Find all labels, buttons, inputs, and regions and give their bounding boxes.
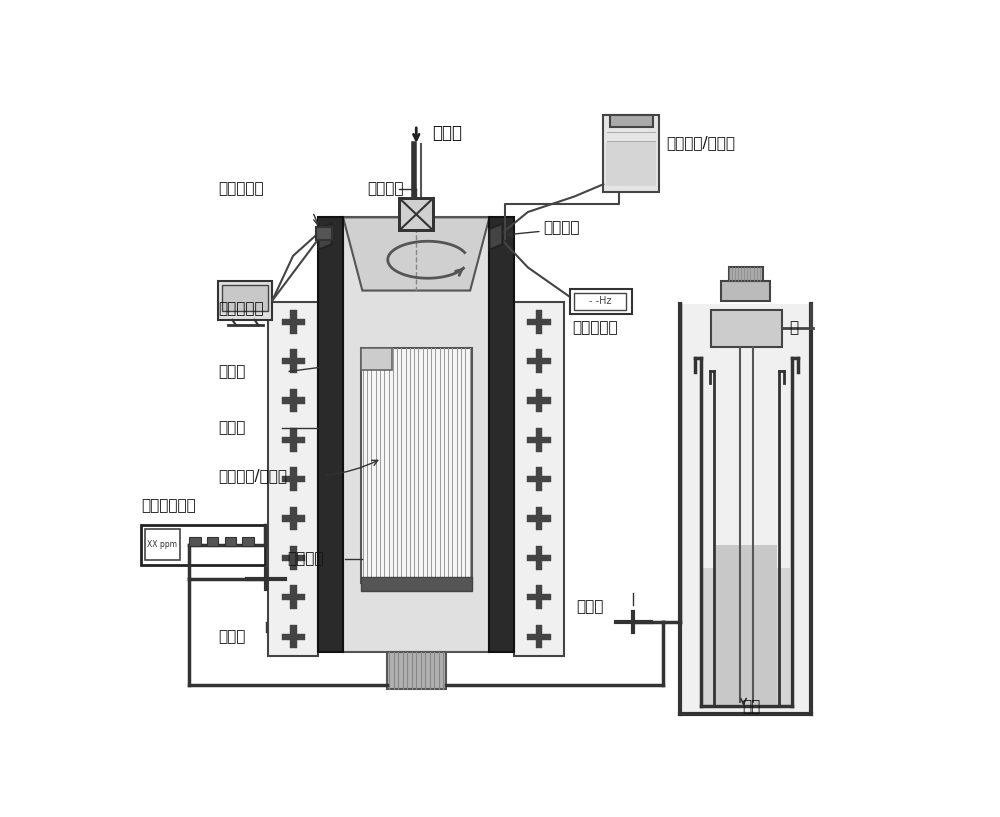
Bar <box>536 310 542 333</box>
Bar <box>282 555 305 561</box>
Bar <box>225 537 236 547</box>
Bar <box>282 476 305 482</box>
Bar <box>703 568 790 707</box>
Bar <box>610 115 653 127</box>
Bar <box>536 428 542 452</box>
Bar <box>387 653 446 689</box>
Bar <box>536 625 542 649</box>
Text: 液氮: 液氮 <box>742 699 760 714</box>
Text: 红外测温: 红外测温 <box>288 551 324 566</box>
Bar <box>399 199 433 230</box>
Text: 沉积阀: 沉积阀 <box>576 599 603 614</box>
Text: 脉冲发生器: 脉冲发生器 <box>572 320 617 335</box>
Bar <box>489 217 514 653</box>
Bar <box>316 227 332 239</box>
Bar <box>282 516 305 521</box>
Bar <box>536 350 542 373</box>
Bar <box>606 142 656 185</box>
Bar <box>527 319 551 325</box>
Bar <box>536 467 542 491</box>
Bar <box>218 281 272 319</box>
Bar <box>536 389 542 413</box>
Bar <box>268 302 318 656</box>
Bar <box>536 507 542 530</box>
Bar <box>290 428 297 452</box>
Bar <box>282 358 305 364</box>
Text: 旋转电机: 旋转电机 <box>367 181 404 196</box>
Bar <box>282 594 305 600</box>
Bar <box>290 546 297 569</box>
Bar <box>207 537 218 547</box>
Text: 前驱溶液/还原剂: 前驱溶液/还原剂 <box>666 135 736 150</box>
Text: XX ppm: XX ppm <box>147 540 177 549</box>
Bar <box>536 546 542 569</box>
Text: 检测阀: 检测阀 <box>218 630 245 645</box>
Text: 压力记录仪: 压力记录仪 <box>218 301 264 315</box>
Bar <box>527 397 551 404</box>
Bar <box>729 267 763 281</box>
Text: 热电偶: 热电偶 <box>218 364 246 379</box>
Bar <box>681 305 811 714</box>
Bar <box>527 594 551 600</box>
Bar <box>282 319 305 325</box>
Bar <box>290 389 297 413</box>
Bar <box>536 586 542 609</box>
Text: - -Hz: - -Hz <box>589 297 612 306</box>
Bar <box>242 537 254 547</box>
Polygon shape <box>343 217 489 291</box>
Bar <box>282 397 305 404</box>
Text: 沉积基体/傅化剂: 沉积基体/傅化剂 <box>218 468 287 483</box>
Text: 脉冲喷嘴: 脉冲喷嘴 <box>543 220 580 235</box>
Bar <box>527 476 551 482</box>
Bar <box>290 586 297 609</box>
Bar <box>343 217 489 653</box>
Bar <box>527 633 551 640</box>
Text: 反应气: 反应气 <box>432 123 462 141</box>
Bar <box>716 545 777 704</box>
Bar <box>574 292 626 310</box>
Bar <box>711 310 782 346</box>
Bar <box>603 115 659 192</box>
Bar <box>290 310 297 333</box>
Bar <box>318 217 343 653</box>
Bar <box>527 358 551 364</box>
Text: 气体分析设备: 气体分析设备 <box>141 498 196 514</box>
Bar <box>514 302 564 656</box>
Bar <box>282 633 305 640</box>
Bar <box>290 625 297 649</box>
Polygon shape <box>318 224 332 250</box>
Bar <box>282 437 305 443</box>
Bar <box>290 467 297 491</box>
Bar <box>222 285 268 310</box>
Bar <box>527 516 551 521</box>
Bar <box>189 537 201 547</box>
Polygon shape <box>489 224 502 250</box>
Bar <box>141 525 265 565</box>
Bar <box>361 348 472 583</box>
Text: 压力传感器: 压力传感器 <box>218 181 264 196</box>
Bar <box>290 350 297 373</box>
Bar <box>145 529 180 560</box>
Bar <box>361 348 392 370</box>
Text: 泵: 泵 <box>790 320 799 335</box>
Bar <box>721 281 770 301</box>
Bar <box>570 289 632 314</box>
Bar <box>527 555 551 561</box>
Bar <box>361 577 472 591</box>
Text: 磁控管: 磁控管 <box>218 420 246 435</box>
Bar <box>290 507 297 530</box>
Bar <box>399 199 433 230</box>
Bar <box>527 437 551 443</box>
